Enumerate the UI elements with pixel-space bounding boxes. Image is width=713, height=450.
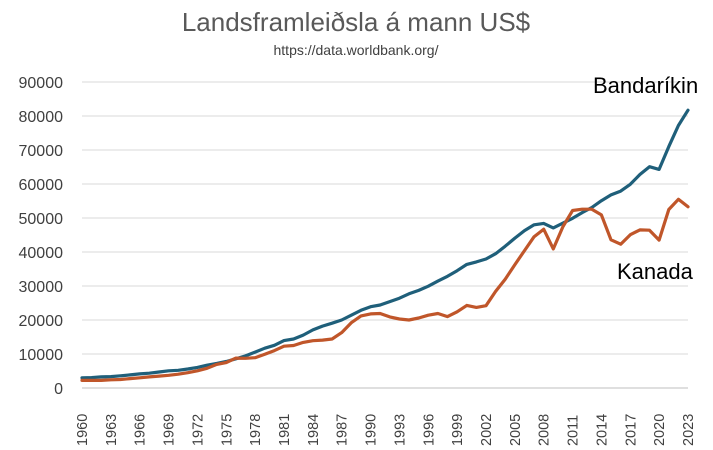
gridlines xyxy=(82,81,688,355)
y-tick-label: 60000 xyxy=(19,177,64,194)
x-tick-label: 2014 xyxy=(594,414,610,446)
y-tick-label: 50000 xyxy=(19,211,64,228)
x-tick-label: 1996 xyxy=(421,414,437,446)
x-axis-ticks: 1960 1963 1966 1969 1972 1975 1978 1981 1984 1987… xyxy=(75,414,697,446)
y-tick-label: 0 xyxy=(54,381,63,398)
x-tick-label: 2017 xyxy=(623,414,639,446)
x-tick-label: 1981 xyxy=(277,414,293,446)
x-tick-label: 2023 xyxy=(681,414,697,446)
series-lines xyxy=(80,108,690,382)
x-tick-label: 1993 xyxy=(392,414,408,446)
x-tick-label: 1978 xyxy=(248,414,264,446)
x-tick-label: 2002 xyxy=(479,414,495,446)
x-tick-label: 1966 xyxy=(133,414,149,446)
x-tick-label: 1963 xyxy=(104,414,120,446)
y-tick-label: 90000 xyxy=(19,75,64,92)
x-tick-label: 1987 xyxy=(335,414,351,446)
y-tick-label: 70000 xyxy=(19,143,64,160)
y-tick-label: 30000 xyxy=(19,279,64,296)
x-tick-label: 1972 xyxy=(190,414,206,446)
chart-subtitle: https://data.worldbank.org/ xyxy=(274,42,439,58)
y-tick-label: 40000 xyxy=(19,245,64,262)
y-tick-label: 80000 xyxy=(19,109,64,126)
y-tick-label: 20000 xyxy=(19,313,64,330)
x-tick-label: 2020 xyxy=(652,414,668,446)
series-label-kanada: Kanada xyxy=(617,259,694,284)
x-tick-label: 1999 xyxy=(450,414,466,446)
x-tick-label: 1960 xyxy=(75,414,91,446)
x-tick-label: 1984 xyxy=(306,414,322,446)
series-line-1 xyxy=(80,197,690,382)
series-label-bandarikin: Bandaríkin xyxy=(593,73,698,98)
y-tick-label: 10000 xyxy=(19,347,64,364)
x-tick-label: 1990 xyxy=(364,414,380,446)
x-tick-label: 2005 xyxy=(508,414,524,446)
x-tick-label: 1975 xyxy=(219,414,235,446)
x-tick-label: 2011 xyxy=(566,415,582,446)
chart-title: Landsframleiðsla á mann US$ xyxy=(182,7,531,37)
x-tick-label: 2008 xyxy=(537,414,553,446)
y-axis-ticks: 0 10000 20000 30000 40000 50000 60000 70000 8000… xyxy=(19,75,64,398)
x-tick-label: 1969 xyxy=(162,414,178,446)
